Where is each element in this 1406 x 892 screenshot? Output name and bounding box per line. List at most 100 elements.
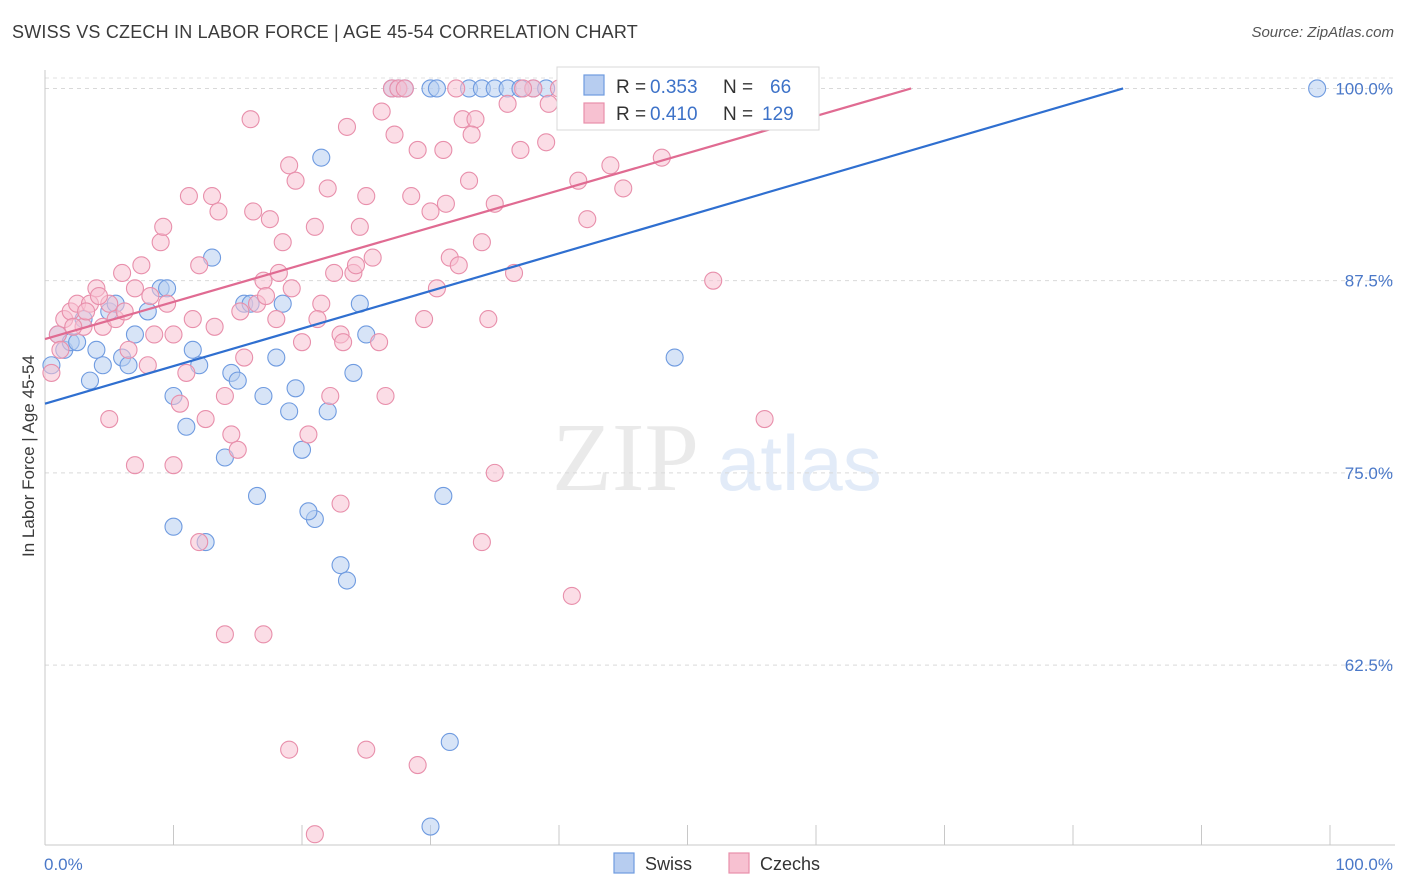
legend-n-label-swiss: N = [723,77,753,98]
point-czechs [325,263,344,283]
legend-r-value-swiss: 0.353 [650,77,698,98]
point-czechs [267,310,286,329]
point-czechs [100,410,119,429]
point-czechs [472,533,491,552]
point-czechs [421,202,440,221]
point-czechs [408,140,427,160]
point-czechs [231,302,250,321]
point-czechs [321,386,340,406]
point-czechs [363,248,382,267]
point-czechs [318,179,337,198]
point-czechs [241,110,260,129]
watermark-zip: ZIP [552,404,699,512]
point-czechs [203,187,222,206]
bottom-legend-label-czechs: Czechs [760,854,820,874]
point-czechs [286,171,305,190]
point-czechs [704,271,723,290]
point-czechs [415,310,434,329]
point-swiss [337,571,357,590]
point-swiss [247,486,267,505]
point-czechs [260,210,279,229]
bottom-legend-label-swiss: Swiss [645,854,692,874]
point-czechs [652,148,671,167]
point-czechs [164,325,183,344]
point-czechs [190,256,209,275]
point-swiss [177,417,196,436]
point-swiss [164,517,183,536]
point-czechs [562,586,581,605]
point-czechs [434,140,453,160]
legend-n-value-czechs: 129 [762,104,794,125]
point-czechs [578,210,597,229]
point-czechs [372,102,391,121]
point-swiss [318,402,337,421]
point-czechs [539,94,558,113]
point-czechs [273,233,292,252]
point-czechs [312,294,331,313]
point-czechs [209,202,228,221]
chart-title: SWISS VS CZECH IN LABOR FORCE | AGE 45-5… [12,22,638,42]
point-czechs [466,110,485,129]
point-czechs [170,394,189,413]
legend-swatch-swiss [583,74,605,96]
point-czechs [256,286,276,306]
point-swiss [440,732,459,752]
point-swiss [1308,79,1327,98]
point-czechs [141,286,160,306]
point-czechs [459,171,479,190]
point-czechs [305,217,324,236]
point-swiss [254,386,273,406]
point-czechs [614,179,633,198]
legend-r-value-czechs: 0.410 [650,104,698,125]
point-czechs [151,233,170,252]
y-tick-label: 75.0% [1345,464,1393,483]
point-czechs [205,317,224,336]
point-swiss [80,371,100,390]
point-swiss [286,379,305,398]
point-swiss [344,363,363,382]
point-czechs [119,340,138,359]
legend-n-value-swiss: 66 [770,77,791,98]
point-czechs [215,386,234,406]
point-swiss [312,148,331,167]
point-czechs [51,340,70,359]
legend-n-label-czechs: N = [723,104,753,125]
bottom-legend-swatch-czechs [728,852,750,874]
point-czechs [462,125,481,144]
source-credit: Source: ZipAtlas.com [1251,24,1394,41]
watermark: ZIP atlas [552,404,882,512]
point-czechs [376,386,395,406]
point-czechs [350,217,369,236]
point-czechs [537,133,556,152]
point-czechs [190,533,209,552]
point-czechs [244,202,263,221]
x-tick-label-min: 0.0% [44,855,83,874]
point-czechs [472,233,491,252]
trend-line-swiss [44,87,1124,405]
point-czechs [485,463,504,482]
point-czechs [346,256,366,275]
point-czechs [436,194,455,213]
point-swiss [421,817,440,836]
point-swiss [273,294,292,313]
tick-labels: 100.0% 87.5% 75.0% 62.5% 0.0% 100.0% [44,79,1393,874]
point-czechs [254,625,273,644]
point-czechs [113,263,132,283]
y-tick-label: 87.5% [1345,272,1393,291]
legend-r-label-swiss: R = [616,77,646,98]
point-czechs [447,79,466,98]
point-czechs [125,279,144,298]
point-czechs [357,740,376,759]
point-czechs [479,310,498,329]
point-czechs [601,156,620,175]
point-swiss [119,356,138,375]
point-czechs [408,755,427,775]
bottom-legend-swatch-swiss [613,852,635,874]
point-czechs [179,187,198,206]
point-czechs [77,302,96,321]
point-czechs [89,286,109,306]
point-czechs [513,79,533,98]
axes [44,70,1395,846]
y-tick-label: 62.5% [1345,656,1393,675]
